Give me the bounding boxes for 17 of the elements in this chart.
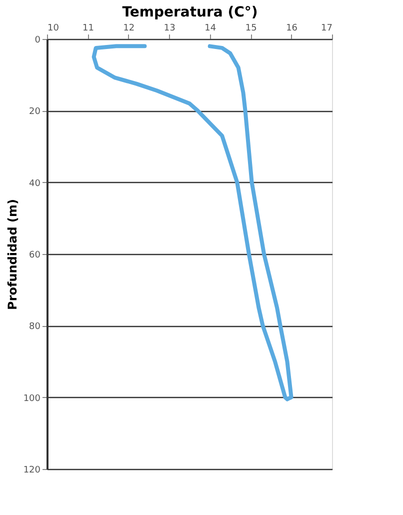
y-tick-label: 100 xyxy=(23,394,41,404)
x-tick-label: 16 xyxy=(286,24,298,34)
x-tick-label: 17 xyxy=(321,24,332,34)
x-tick-label: 10 xyxy=(48,24,60,34)
x-axis-title: Temperatura (C°) xyxy=(122,4,258,20)
x-tick-label: 12 xyxy=(123,24,135,34)
x-tick-label: 14 xyxy=(204,24,216,34)
y-tick-label: 80 xyxy=(29,322,41,332)
y-tick-label: 0 xyxy=(34,36,41,46)
x-tick-label: 15 xyxy=(245,24,257,34)
x-tick-label: 13 xyxy=(164,24,176,34)
y-tick-label: 40 xyxy=(29,178,41,189)
y-tick-label: 20 xyxy=(29,107,41,118)
y-axis-title: Profundidad (m) xyxy=(5,199,20,310)
y-tick-label: 60 xyxy=(29,250,41,260)
x-tick-label: 11 xyxy=(82,24,94,34)
y-tick-label: 120 xyxy=(23,466,41,476)
